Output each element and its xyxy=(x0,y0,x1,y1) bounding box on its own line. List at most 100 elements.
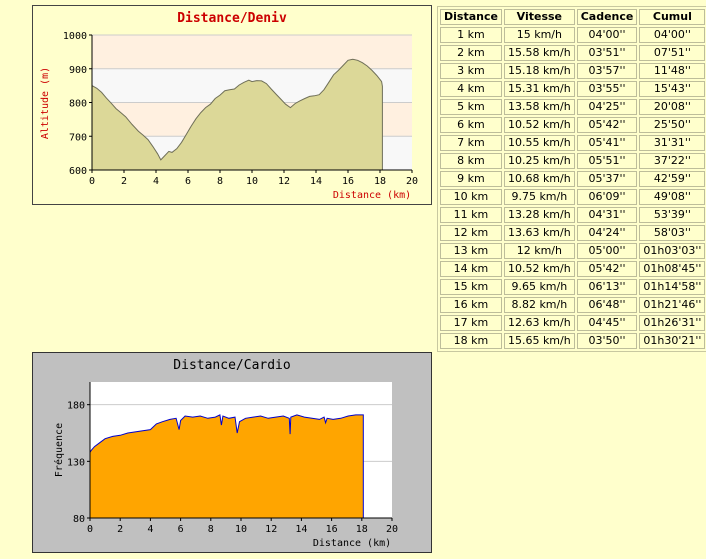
heart-rate-area xyxy=(89,414,364,519)
table-row: 8 km 10.25 km/h 05'51'' 37'22'' xyxy=(440,153,706,169)
cell-distance: 7 km xyxy=(440,135,502,151)
header-cadence: Cadence xyxy=(576,9,638,25)
cell-vitesse: 15.18 km/h xyxy=(503,63,575,79)
cell-vitesse: 9.65 km/h xyxy=(503,279,575,295)
y-tick-label: 80 xyxy=(73,514,85,525)
cell-cadence: 05'41'' xyxy=(576,135,638,151)
cell-cumul: 01h03'03'' xyxy=(639,243,706,259)
cell-distance: 11 km xyxy=(440,207,502,223)
cell-distance: 12 km xyxy=(440,225,502,241)
x-tick-label: 2 xyxy=(117,524,123,535)
cell-vitesse: 12.63 km/h xyxy=(503,315,575,331)
cell-cadence: 03'55'' xyxy=(576,81,638,97)
cell-cumul: 31'31'' xyxy=(639,135,706,151)
cell-cumul: 15'43'' xyxy=(639,81,706,97)
elevation-chart-title: Distance/Deniv xyxy=(177,11,287,26)
heart-rate-chart: Distance/Cardio 0 2 4 6 8 10 12 14 16 18 20 80 130 1… xyxy=(32,352,432,553)
cell-distance: 6 km xyxy=(440,117,502,133)
cell-cumul: 01h30'21'' xyxy=(639,333,706,349)
x-tick-label: 12 xyxy=(278,176,290,187)
cell-distance: 4 km xyxy=(440,81,502,97)
cell-distance: 17 km xyxy=(440,315,502,331)
heart-rate-y-axis-label: Fréquence xyxy=(53,423,65,477)
cell-vitesse: 9.75 km/h xyxy=(503,189,575,205)
cell-cadence: 05'51'' xyxy=(576,153,638,169)
elevation-area xyxy=(91,58,383,171)
cell-distance: 14 km xyxy=(440,261,502,277)
cell-cadence: 03'50'' xyxy=(576,333,638,349)
cell-cadence: 05'00'' xyxy=(576,243,638,259)
cell-cadence: 06'09'' xyxy=(576,189,638,205)
cell-distance: 18 km xyxy=(440,333,502,349)
x-tick-label: 10 xyxy=(235,524,247,535)
x-tick-label: 0 xyxy=(89,176,95,187)
cell-cumul: 11'48'' xyxy=(639,63,706,79)
y-tick-label: 700 xyxy=(69,132,87,143)
cell-cadence: 06'13'' xyxy=(576,279,638,295)
x-tick-label: 8 xyxy=(217,176,223,187)
x-tick-label: 2 xyxy=(121,176,127,187)
cell-cadence: 05'37'' xyxy=(576,171,638,187)
cell-distance: 16 km xyxy=(440,297,502,313)
cell-vitesse: 15.58 km/h xyxy=(503,45,575,61)
cell-vitesse: 15.65 km/h xyxy=(503,333,575,349)
cell-cumul: 07'51'' xyxy=(639,45,706,61)
cell-cumul: 01h21'46'' xyxy=(639,297,706,313)
cell-distance: 5 km xyxy=(440,99,502,115)
heart-rate-chart-title: Distance/Cardio xyxy=(173,358,290,373)
cell-vitesse: 15.31 km/h xyxy=(503,81,575,97)
cell-cumul: 37'22'' xyxy=(639,153,706,169)
table-row: 18 km 15.65 km/h 03'50'' 01h30'21'' xyxy=(440,333,706,349)
y-tick-label: 800 xyxy=(69,99,87,110)
table-row: 15 km 9.65 km/h 06'13'' 01h14'58'' xyxy=(440,279,706,295)
cell-cadence: 04'24'' xyxy=(576,225,638,241)
y-tick-label: 130 xyxy=(67,457,85,468)
table-row: 7 km 10.55 km/h 05'41'' 31'31'' xyxy=(440,135,706,151)
x-tick-label: 6 xyxy=(178,524,184,535)
cell-vitesse: 15 km/h xyxy=(503,27,575,43)
cell-cadence: 03'57'' xyxy=(576,63,638,79)
y-tick-label: 1000 xyxy=(63,31,87,42)
cell-distance: 10 km xyxy=(440,189,502,205)
x-tick-label: 20 xyxy=(406,176,418,187)
x-tick-label: 4 xyxy=(147,524,153,535)
cell-cumul: 01h08'45'' xyxy=(639,261,706,277)
x-tick-label: 18 xyxy=(356,524,368,535)
elevation-chart: Distance/Deniv 0 2 4 6 8 10 12 14 16 18 20 600 700 8… xyxy=(32,5,432,205)
x-tick-label: 14 xyxy=(310,176,322,187)
elevation-y-axis-label: Altitude (m) xyxy=(40,67,51,139)
x-tick-label: 8 xyxy=(208,524,214,535)
table-row: 2 km 15.58 km/h 03'51'' 07'51'' xyxy=(440,45,706,61)
cell-cadence: 04'00'' xyxy=(576,27,638,43)
y-tick-label: 600 xyxy=(69,166,87,177)
cell-cadence: 04'45'' xyxy=(576,315,638,331)
cell-cadence: 05'42'' xyxy=(576,117,638,133)
table-row: 12 km 13.63 km/h 04'24'' 58'03'' xyxy=(440,225,706,241)
cell-cadence: 05'42'' xyxy=(576,261,638,277)
cell-vitesse: 10.25 km/h xyxy=(503,153,575,169)
elevation-x-axis-label: Distance (km) xyxy=(333,190,411,201)
cell-distance: 13 km xyxy=(440,243,502,259)
x-tick-label: 12 xyxy=(265,524,277,535)
header-distance: Distance xyxy=(440,9,502,25)
table-row: 17 km 12.63 km/h 04'45'' 01h26'31'' xyxy=(440,315,706,331)
heart-rate-x-axis-label: Distance (km) xyxy=(313,538,391,549)
table-row: 13 km 12 km/h 05'00'' 01h03'03'' xyxy=(440,243,706,259)
cell-vitesse: 12 km/h xyxy=(503,243,575,259)
x-tick-label: 18 xyxy=(374,176,386,187)
x-tick-label: 14 xyxy=(295,524,307,535)
cell-cumul: 58'03'' xyxy=(639,225,706,241)
cell-cumul: 20'08'' xyxy=(639,99,706,115)
cell-cadence: 03'51'' xyxy=(576,45,638,61)
x-tick-label: 10 xyxy=(246,176,258,187)
cell-vitesse: 10.68 km/h xyxy=(503,171,575,187)
cell-cadence: 06'48'' xyxy=(576,297,638,313)
cell-cumul: 01h26'31'' xyxy=(639,315,706,331)
y-tick-label: 900 xyxy=(69,65,87,76)
cell-distance: 8 km xyxy=(440,153,502,169)
cell-cumul: 25'50'' xyxy=(639,117,706,133)
cell-cumul: 04'00'' xyxy=(639,27,706,43)
table-row: 6 km 10.52 km/h 05'42'' 25'50'' xyxy=(440,117,706,133)
cell-cumul: 49'08'' xyxy=(639,189,706,205)
splits-header-row: Distance Vitesse Cadence Cumul xyxy=(440,9,706,25)
